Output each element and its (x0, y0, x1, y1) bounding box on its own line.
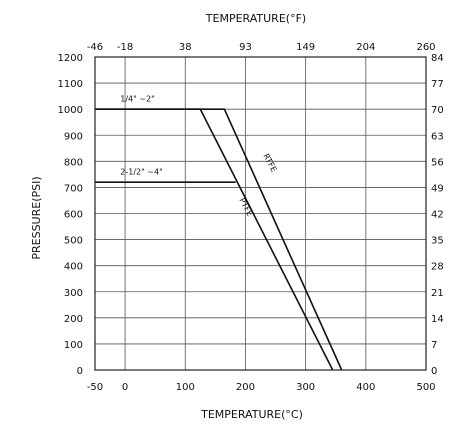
series-label-rtfe: RTFE (261, 152, 278, 173)
y2-tick-label: 42 (431, 210, 444, 221)
y2-tick-label: 7 (431, 340, 437, 351)
x-tick-label: 0 (122, 382, 128, 393)
annotations: 1/4" ~2" 2-1/2" ~4" RTFE PTFE (120, 94, 278, 217)
x2-tick-label: 38 (179, 42, 192, 53)
y-tick-label: 1100 (58, 79, 83, 90)
plot-frame (94, 56, 427, 371)
y2-tick-label: 77 (431, 79, 444, 90)
x2-tick-label: 260 (416, 42, 435, 53)
x-tick-label: -50 (87, 382, 103, 393)
y2-tick-label: 0 (431, 366, 437, 377)
y-tick-label: 1000 (58, 105, 83, 116)
x2-tick-label: -46 (87, 42, 103, 53)
x2-tick-label: 149 (296, 42, 315, 53)
size-range-label: 1/4" ~2" (120, 94, 155, 103)
y-tick-label: 500 (64, 236, 83, 247)
y2-tick-label: 14 (431, 314, 444, 325)
y2-tick-label: 35 (431, 236, 444, 247)
x2-tick-label: -18 (117, 42, 133, 53)
y-tick-label: 200 (64, 314, 83, 325)
grid (94, 56, 427, 371)
y-tick-label: 300 (64, 288, 83, 299)
y-tick-label: 0 (77, 366, 83, 377)
series-label-ptfe: PTFE (237, 196, 254, 217)
x2-axis-title: TEMPERATURE(°F) (205, 12, 306, 25)
y2-tick-label: 21 (431, 288, 444, 299)
x-tick-label: 300 (296, 382, 315, 393)
y-tick-label: 900 (64, 131, 83, 142)
y-tick-label: 1200 (58, 53, 83, 64)
y2-tick-label: 84 (431, 53, 444, 64)
x-tick-label: 200 (236, 382, 255, 393)
y2-tick-label: 70 (431, 105, 444, 116)
y2-tick-label: 63 (431, 131, 444, 142)
series-line-rtfe (95, 108, 343, 371)
y2-tick-label: 28 (431, 262, 444, 273)
x2-tick-label: 204 (356, 42, 375, 53)
series-lines (95, 108, 343, 371)
y-tick-label: 400 (64, 262, 83, 273)
y-tick-label: 700 (64, 183, 83, 194)
size-range-label: 2-1/2" ~4" (120, 167, 163, 176)
y-tick-label: 800 (64, 157, 83, 168)
x-axis-title: TEMPERATURE(°C) (200, 408, 303, 421)
y2-tick-label: 56 (431, 157, 444, 168)
y-tick-label: 600 (64, 210, 83, 221)
x2-tick-label: 93 (239, 42, 252, 53)
y2-tick-label: 49 (431, 183, 444, 194)
x-tick-label: 100 (176, 382, 195, 393)
y-axis-title: PRESSURE(PSI) (30, 176, 43, 259)
x-tick-label: 400 (356, 382, 375, 393)
x-tick-label: 500 (416, 382, 435, 393)
y-tick-label: 100 (64, 340, 83, 351)
